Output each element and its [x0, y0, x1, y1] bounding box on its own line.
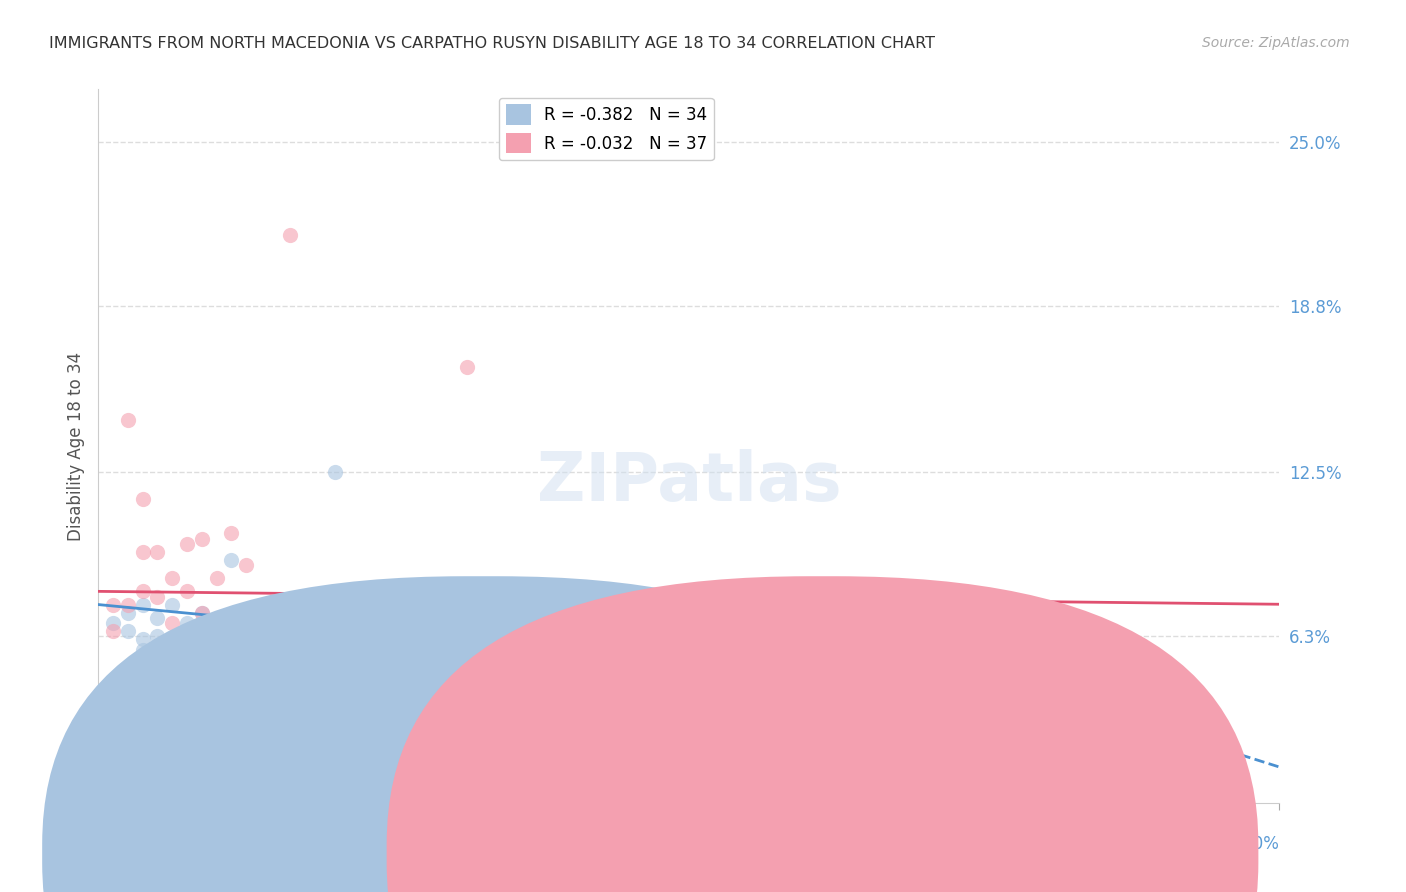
Point	[353, 650, 375, 665]
Point	[219, 526, 242, 541]
Point	[353, 616, 375, 631]
Point	[176, 584, 198, 599]
Text: Immigrants from North Macedonia: Immigrants from North Macedonia	[520, 845, 783, 859]
Point	[323, 616, 346, 631]
Point	[308, 606, 332, 620]
Point	[678, 650, 700, 665]
Text: ZIPatlas: ZIPatlas	[537, 449, 841, 515]
Point	[235, 558, 257, 572]
Point	[103, 598, 125, 612]
Point	[132, 584, 155, 599]
Point	[678, 730, 700, 744]
Point	[426, 629, 449, 643]
Point	[530, 632, 553, 646]
Point	[1121, 677, 1143, 691]
Point	[162, 650, 183, 665]
Point	[191, 606, 214, 620]
Point	[250, 616, 273, 631]
Point	[132, 491, 155, 506]
Point	[176, 642, 198, 657]
Point	[250, 616, 273, 631]
Point	[501, 606, 523, 620]
Point	[117, 606, 139, 620]
Point	[132, 632, 155, 646]
Y-axis label: Disability Age 18 to 34: Disability Age 18 to 34	[66, 351, 84, 541]
Legend: R = -0.382   N = 34, R = -0.032   N = 37: R = -0.382 N = 34, R = -0.032 N = 37	[499, 97, 714, 160]
Point	[103, 624, 125, 638]
Point	[1046, 769, 1069, 783]
Point	[278, 227, 302, 242]
Point	[605, 637, 627, 651]
Point	[412, 685, 434, 699]
Point	[205, 571, 228, 585]
Point	[456, 359, 478, 374]
Point	[162, 616, 183, 631]
Point	[162, 598, 183, 612]
Point	[530, 624, 553, 638]
Point	[382, 632, 405, 646]
Point	[278, 669, 302, 683]
Point	[191, 637, 214, 651]
Text: 0.0%: 0.0%	[98, 835, 141, 853]
Point	[162, 571, 183, 585]
Point	[219, 552, 242, 566]
Point	[205, 624, 228, 638]
Point	[132, 598, 155, 612]
Point	[117, 624, 139, 638]
Point	[264, 642, 287, 657]
Point	[294, 590, 316, 604]
Point	[176, 537, 198, 551]
Point	[382, 637, 405, 651]
Point	[235, 664, 257, 678]
Point	[825, 685, 848, 699]
Point	[219, 629, 242, 643]
Point	[323, 466, 346, 480]
Point	[235, 637, 257, 651]
Point	[103, 616, 125, 631]
Text: 8.0%: 8.0%	[1237, 835, 1279, 853]
Point	[117, 412, 139, 426]
Point	[117, 598, 139, 612]
Point	[205, 624, 228, 638]
Point	[146, 590, 169, 604]
Text: IMMIGRANTS FROM NORTH MACEDONIA VS CARPATHO RUSYN DISABILITY AGE 18 TO 34 CORREL: IMMIGRANTS FROM NORTH MACEDONIA VS CARPA…	[49, 36, 935, 51]
Point	[132, 642, 155, 657]
Point	[146, 545, 169, 559]
Text: Source: ZipAtlas.com: Source: ZipAtlas.com	[1202, 36, 1350, 50]
Point	[191, 606, 214, 620]
Point	[605, 629, 627, 643]
Point	[191, 532, 214, 546]
Point	[176, 616, 198, 631]
Point	[900, 769, 922, 783]
Point	[471, 650, 494, 665]
Point	[146, 611, 169, 625]
Point	[132, 545, 155, 559]
Point	[264, 629, 287, 643]
Text: Carpatho Rusyns: Carpatho Rusyns	[844, 845, 973, 859]
Point	[294, 685, 316, 699]
Point	[146, 629, 169, 643]
Point	[235, 637, 257, 651]
Point	[205, 656, 228, 670]
Point	[825, 632, 848, 646]
